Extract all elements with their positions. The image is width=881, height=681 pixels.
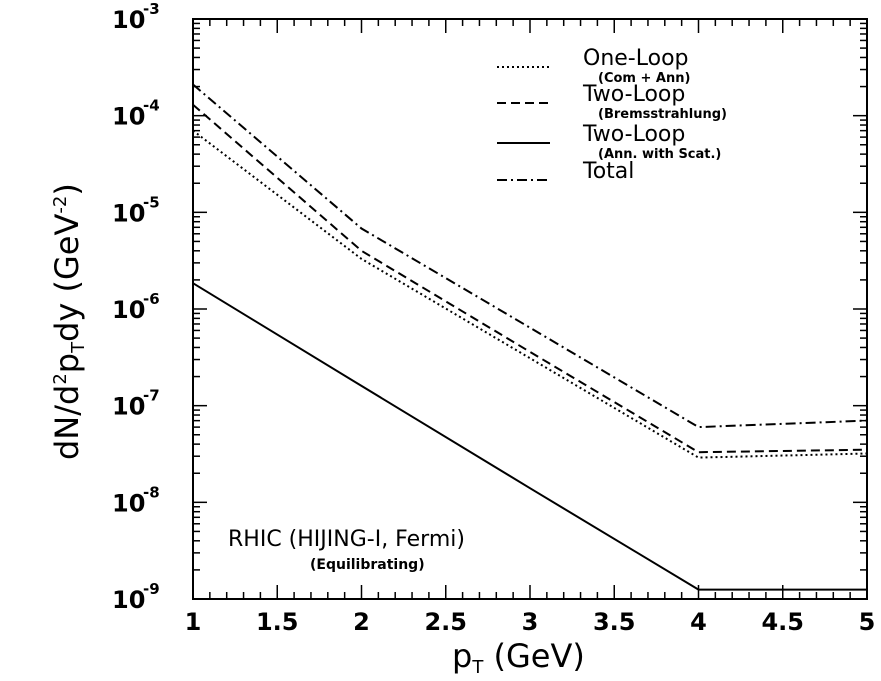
annotation-sub: (Equilibrating) xyxy=(310,557,425,573)
axis-ticks xyxy=(192,18,868,600)
x-axis-title-p: p xyxy=(452,637,472,675)
legend-note-3: (Ann. with Scat.) xyxy=(598,147,721,162)
x-tick-label: 2.5 xyxy=(424,608,467,636)
x-tick-label: 2 xyxy=(353,608,370,636)
annotation-main: RHIC (HIJING-I, Fermi) xyxy=(228,527,465,552)
x-axis-title: pT (GeV) xyxy=(452,637,585,678)
y-title-sup: 2 xyxy=(50,373,71,384)
x-tick-label: 3 xyxy=(522,608,539,636)
y-tick-label-exponent: -5 xyxy=(143,193,160,211)
legend-label-2: Two-Loop xyxy=(582,82,685,107)
plot-frame xyxy=(192,18,868,600)
x-tick-label: 3.5 xyxy=(593,608,636,636)
legend-label-1: One-Loop xyxy=(583,46,689,71)
y-title-a: dN/d xyxy=(48,385,86,460)
y-title-c: dy (GeV xyxy=(48,214,86,342)
series-curves xyxy=(192,83,868,591)
x-axis-title-rest: (GeV) xyxy=(483,637,585,675)
y-title-d: ) xyxy=(48,183,86,195)
y-tick-label-exponent: -8 xyxy=(143,483,160,501)
y-axis-title: dN/d2pTdy (GeV-2) xyxy=(48,183,89,460)
x-tick-labels: 1 1.5 2 2.5 3 3.5 4 4.5 5 xyxy=(185,608,876,636)
y-title-sup2: -2 xyxy=(50,196,71,214)
y-tick-label: 10 xyxy=(112,6,145,34)
y-tick-label-exponent: -4 xyxy=(143,97,160,115)
y-tick-label-exponent: -7 xyxy=(143,387,160,405)
series-line-1 xyxy=(192,129,868,459)
x-tick-label: 1.5 xyxy=(256,608,299,636)
y-tick-label: 10 xyxy=(112,103,145,131)
x-tick-label: 4 xyxy=(690,608,707,636)
x-tick-label: 1 xyxy=(185,608,202,636)
y-tick-label: 10 xyxy=(112,296,145,324)
y-tick-label: 10 xyxy=(112,199,145,227)
y-title-b: p xyxy=(48,353,86,373)
y-tick-labels: 10-910-810-710-610-510-410-3 xyxy=(112,0,160,614)
legend-label-3: Two-Loop xyxy=(582,122,685,147)
y-tick-label: 10 xyxy=(112,489,145,517)
y-tick-label-exponent: -9 xyxy=(143,580,160,598)
x-axis-title-sub: T xyxy=(471,657,484,678)
y-tick-label-exponent: -3 xyxy=(143,0,160,18)
series-line-3 xyxy=(192,282,867,591)
annotation: RHIC (HIJING-I, Fermi) (Equilibrating) xyxy=(228,527,465,573)
series-line-2 xyxy=(192,103,868,454)
legend-label-4: Total xyxy=(582,159,634,184)
x-tick-label: 5 xyxy=(859,608,876,636)
y-tick-label: 10 xyxy=(112,586,145,614)
y-tick-label-exponent: -6 xyxy=(143,290,160,308)
legend-note-1: (Com + Ann) xyxy=(598,71,690,86)
x-tick-label: 4.5 xyxy=(761,608,804,636)
y-tick-label: 10 xyxy=(112,393,145,421)
legend-note-2: (Bremsstrahlung) xyxy=(598,107,727,122)
series-line-4 xyxy=(192,83,868,429)
y-title-sub: T xyxy=(68,341,89,354)
legend: One-Loop(Com + Ann)Two-Loop(Bremsstrahlu… xyxy=(497,46,727,184)
